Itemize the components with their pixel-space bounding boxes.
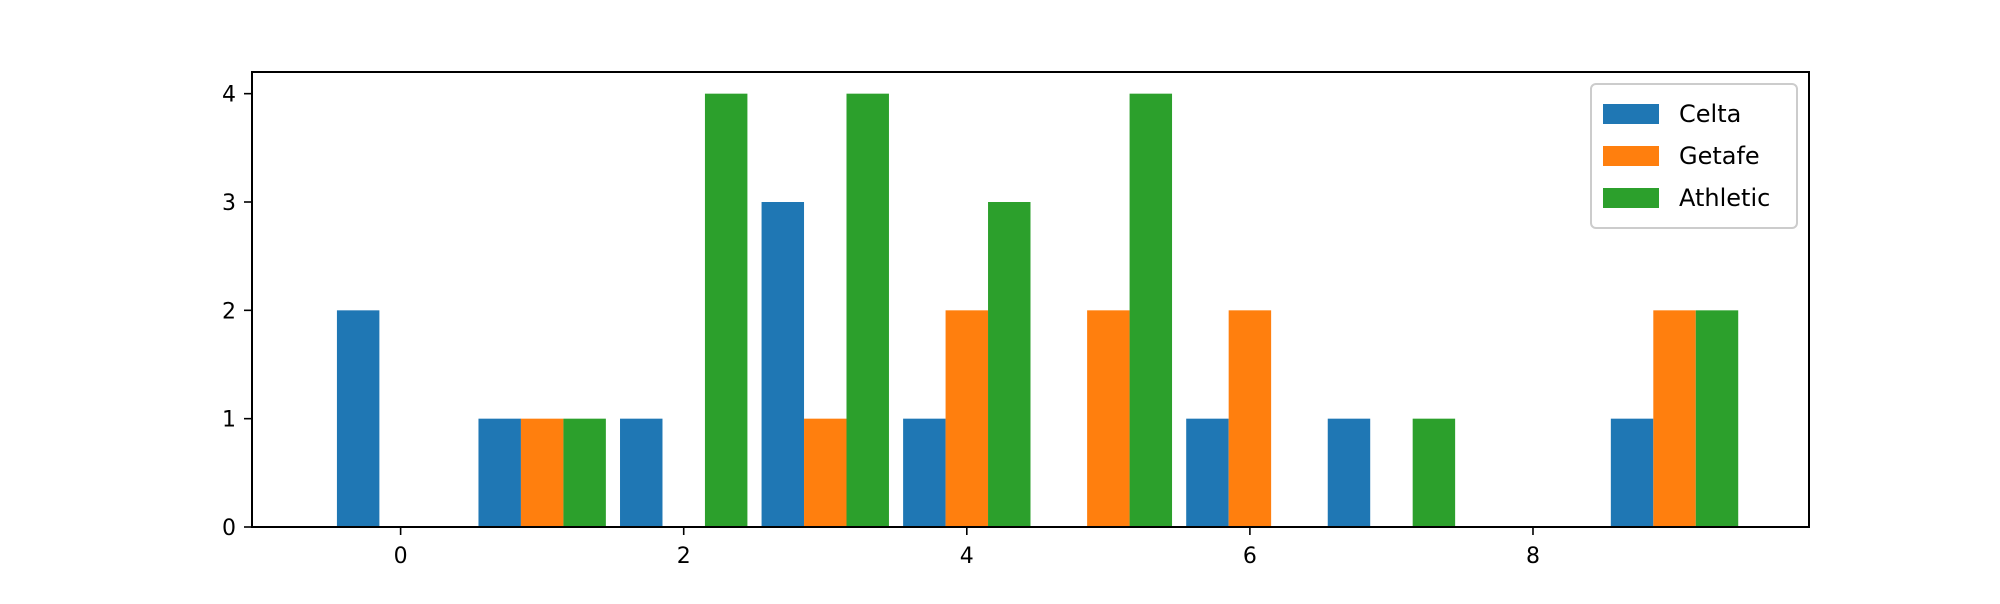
bar-getafe-5 bbox=[1087, 310, 1130, 527]
y-axis: 0 1 2 3 4 bbox=[222, 83, 252, 541]
legend-label-celta: Celta bbox=[1679, 100, 1741, 128]
bar-getafe-4 bbox=[945, 310, 989, 527]
bar-celta-2 bbox=[620, 418, 663, 527]
y-tick-label: 4 bbox=[222, 83, 236, 108]
x-tick-label: 4 bbox=[960, 544, 974, 569]
bar-celta-4 bbox=[903, 418, 946, 527]
bar-celta-0 bbox=[336, 310, 380, 527]
bar-athletic-5 bbox=[1129, 93, 1173, 528]
bar-getafe-3 bbox=[804, 418, 847, 527]
bar-getafe-1 bbox=[520, 418, 564, 527]
legend: Celta Getafe Athletic bbox=[1590, 83, 1798, 229]
y-tick-label: 1 bbox=[222, 408, 236, 433]
bar-athletic-9 bbox=[1695, 310, 1739, 527]
bar-getafe-6 bbox=[1228, 310, 1272, 527]
bar-athletic-2 bbox=[704, 93, 748, 528]
legend-swatch-getafe bbox=[1603, 146, 1659, 166]
plot-frame bbox=[251, 71, 1810, 528]
bar-athletic-1 bbox=[563, 418, 606, 527]
x-tick-label: 2 bbox=[677, 544, 691, 569]
bar-celta-9 bbox=[1610, 418, 1654, 527]
x-axis: 0 2 4 6 8 bbox=[394, 527, 1540, 569]
bar-athletic-4 bbox=[988, 202, 1031, 527]
x-tick-label: 6 bbox=[1243, 544, 1257, 569]
bar-athletic-3 bbox=[846, 93, 889, 528]
x-tick-label: 0 bbox=[394, 544, 408, 569]
bar-celta-3 bbox=[761, 202, 805, 527]
legend-swatch-celta bbox=[1603, 104, 1659, 124]
legend-label-athletic: Athletic bbox=[1679, 184, 1770, 212]
bar-celta-6 bbox=[1186, 418, 1229, 527]
y-tick-label: 3 bbox=[222, 191, 236, 216]
bar-celta-1 bbox=[478, 418, 521, 527]
bar-athletic-7 bbox=[1412, 418, 1456, 527]
bars-group bbox=[336, 93, 1739, 528]
y-tick-label: 0 bbox=[222, 516, 236, 541]
bar-celta-7 bbox=[1327, 418, 1371, 527]
bar-getafe-9 bbox=[1653, 310, 1696, 527]
x-tick-label: 8 bbox=[1526, 544, 1540, 569]
y-tick-label: 2 bbox=[222, 299, 236, 324]
legend-swatch-athletic bbox=[1603, 188, 1659, 208]
legend-label-getafe: Getafe bbox=[1679, 142, 1760, 170]
